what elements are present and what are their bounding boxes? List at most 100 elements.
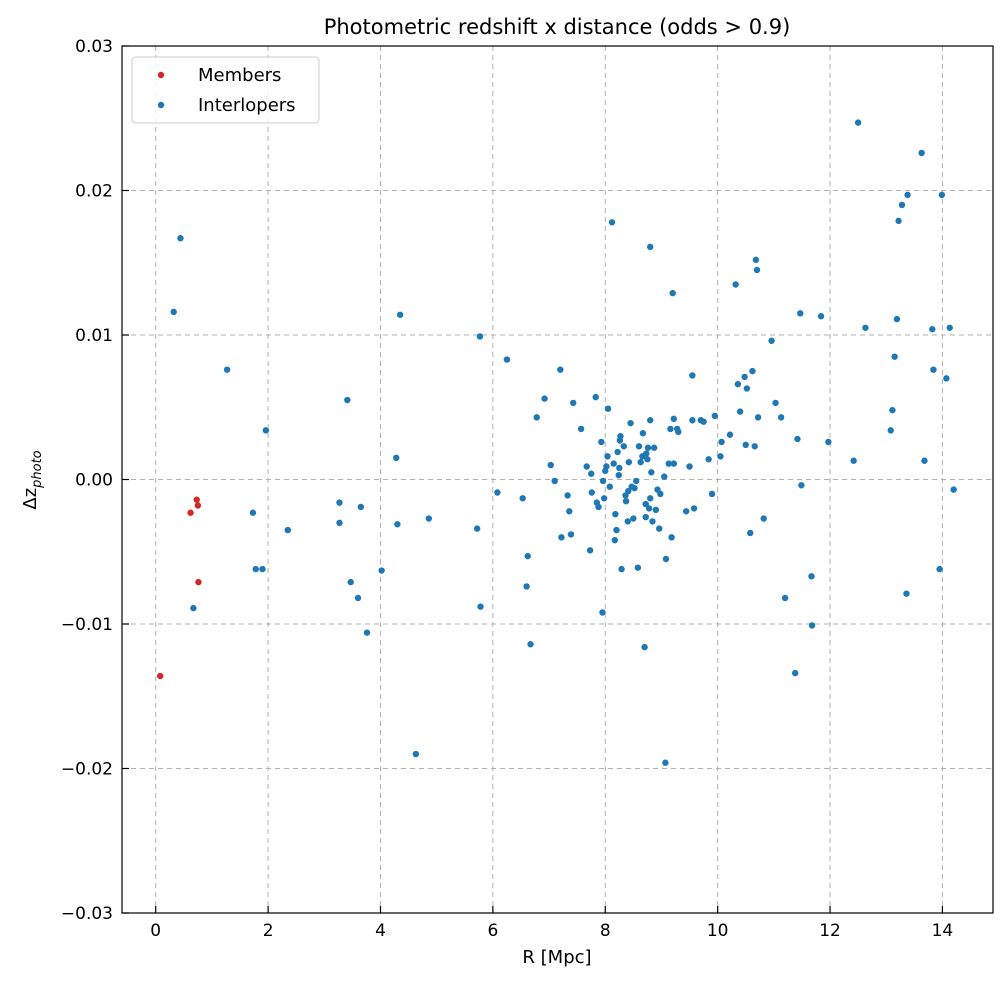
interloper-point — [635, 443, 643, 450]
interloper-point — [665, 460, 672, 467]
interloper-point — [588, 489, 595, 496]
interloper-point — [641, 643, 648, 651]
interloper-point — [669, 289, 676, 297]
interloper-point — [344, 396, 351, 404]
interloper-point — [599, 609, 606, 616]
interloper-point — [732, 281, 739, 288]
interloper-point — [614, 448, 621, 456]
interloper-point — [608, 219, 616, 226]
y-tick-label: 0.01 — [75, 326, 113, 346]
interloper-point — [613, 526, 620, 534]
interloper-point — [622, 497, 630, 505]
interloper-point — [657, 490, 664, 498]
interloper-point — [577, 425, 585, 433]
interloper-point — [190, 604, 197, 612]
legend-box — [131, 56, 320, 124]
interloper-point — [612, 510, 619, 518]
interloper-point — [425, 515, 433, 522]
interloper-point — [523, 583, 530, 590]
interloper-point — [741, 373, 748, 381]
interloper-point — [777, 414, 785, 421]
interloper-point — [547, 461, 554, 469]
member-point — [195, 578, 202, 586]
y-axis-ticks: −0.03 −0.02 −0.01 0.00 0.01 0.02 0.03 — [61, 37, 129, 924]
interloper-point — [808, 573, 815, 580]
interloper-point — [567, 531, 575, 538]
interloper-point — [620, 443, 628, 450]
interloper-point — [753, 266, 761, 274]
x-axis-ticks: 0 2 4 6 8 10 12 14 — [150, 906, 953, 941]
interloper-point — [670, 415, 678, 423]
interloper-point — [747, 529, 754, 537]
interloper-point — [889, 406, 896, 414]
interloper-point — [643, 450, 650, 457]
interloper-point — [817, 313, 825, 320]
interloper-point — [599, 477, 607, 485]
interloper-point — [616, 464, 623, 472]
interloper-point — [566, 508, 573, 515]
interloper-point — [259, 565, 266, 573]
legend: Members Interlopers — [131, 56, 320, 124]
interloper-point — [717, 453, 724, 460]
interloper-point — [639, 430, 647, 437]
interloper-point — [586, 547, 594, 554]
x-axis-label: R [Mpc] — [522, 947, 591, 968]
interloper-point — [604, 405, 612, 412]
interloper-point — [930, 366, 937, 373]
interloper-point — [527, 641, 534, 648]
interloper-point — [625, 487, 632, 495]
interloper-point — [650, 444, 658, 451]
interloper-point — [670, 460, 678, 467]
interloper-point — [363, 629, 371, 636]
interloper-point — [904, 191, 911, 199]
interloper-point — [627, 419, 634, 427]
interloper-point — [595, 503, 602, 511]
interloper-point — [921, 457, 928, 464]
interloper-point — [378, 567, 385, 574]
interloper-point — [749, 367, 756, 375]
interloper-point — [708, 490, 716, 498]
interloper-point — [336, 499, 343, 506]
interloper-point — [588, 470, 595, 477]
data-points — [157, 119, 957, 766]
x-tick-label: 4 — [375, 921, 386, 941]
interloper-point — [598, 438, 605, 446]
interloper-point — [918, 149, 925, 157]
interloper-point — [503, 356, 511, 363]
interloper-point — [223, 366, 231, 373]
interloper-point — [632, 477, 640, 485]
interloper-point — [895, 217, 902, 225]
interloper-point — [850, 457, 857, 464]
interloper-point — [625, 458, 633, 466]
interloper-point — [649, 518, 656, 525]
interloper-point — [558, 534, 565, 541]
member-point — [157, 672, 164, 680]
interloper-point — [648, 469, 655, 476]
y-tick-label: −0.03 — [61, 904, 113, 924]
interloper-point — [898, 201, 906, 209]
interloper-point — [637, 458, 644, 466]
x-tick-label: 12 — [819, 921, 841, 941]
y-tick-label: 0.00 — [75, 471, 113, 491]
interloper-point — [656, 525, 663, 532]
interloper-point — [603, 463, 610, 470]
interloper-point — [262, 427, 270, 434]
interloper-point — [891, 353, 898, 360]
interloper-point — [618, 565, 625, 573]
interloper-point — [611, 536, 619, 544]
interloper-point — [252, 565, 259, 573]
interloper-point — [652, 506, 660, 514]
interloper-point — [661, 473, 668, 480]
interloper-point — [794, 435, 801, 443]
interloper-point — [357, 503, 365, 511]
interloper-point — [630, 515, 637, 522]
interloper-point — [644, 444, 652, 451]
interloper-point — [476, 333, 484, 340]
interloper-point — [615, 471, 622, 479]
interloper-point — [760, 515, 767, 522]
interloper-point — [347, 578, 354, 586]
x-tick-label: 14 — [932, 921, 954, 941]
chart-title: Photometric redshift x distance (odds > … — [324, 15, 791, 39]
interloper-point — [808, 622, 816, 629]
interloper-point — [551, 477, 558, 485]
